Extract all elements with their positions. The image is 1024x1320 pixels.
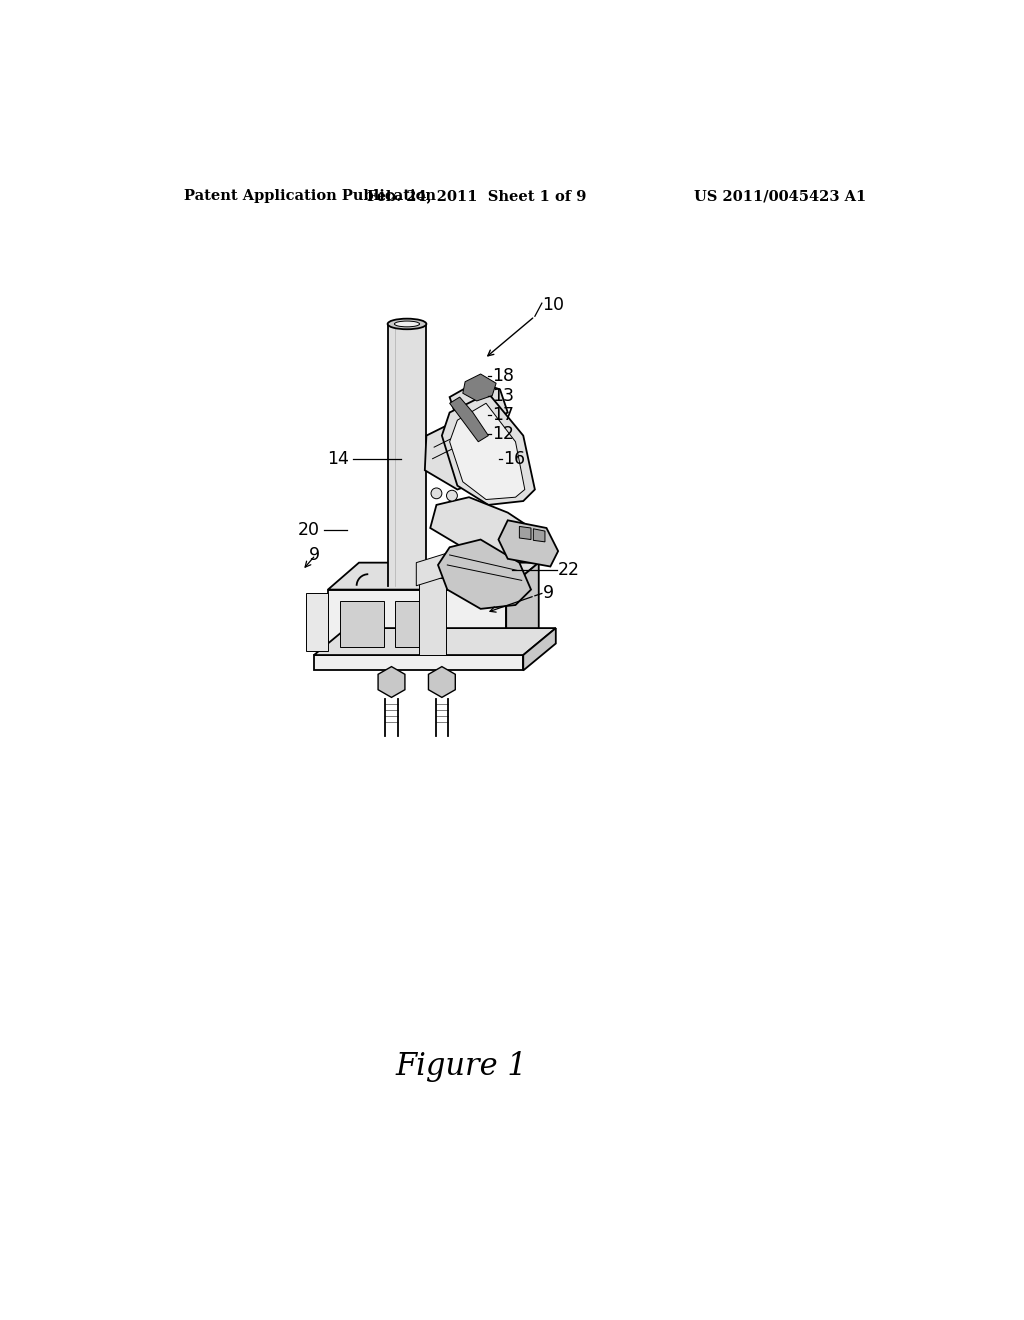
Polygon shape — [450, 381, 508, 424]
Text: 16: 16 — [503, 450, 525, 467]
Polygon shape — [534, 529, 545, 543]
Polygon shape — [428, 667, 456, 697]
Polygon shape — [378, 667, 404, 697]
Polygon shape — [306, 594, 328, 651]
Polygon shape — [419, 578, 445, 655]
Text: 9: 9 — [543, 585, 554, 602]
Text: 12: 12 — [493, 425, 514, 444]
Polygon shape — [463, 374, 496, 401]
Text: 22: 22 — [558, 561, 581, 579]
Polygon shape — [442, 393, 535, 506]
Text: 17: 17 — [493, 405, 514, 424]
Polygon shape — [506, 562, 539, 655]
Circle shape — [431, 488, 442, 499]
Polygon shape — [328, 590, 506, 655]
Text: 13: 13 — [493, 387, 514, 404]
Polygon shape — [519, 527, 531, 540]
Polygon shape — [395, 601, 438, 647]
Text: 10: 10 — [543, 296, 564, 314]
Polygon shape — [417, 552, 454, 586]
Ellipse shape — [388, 318, 426, 329]
Polygon shape — [438, 540, 531, 609]
Polygon shape — [314, 655, 523, 671]
Text: 14: 14 — [327, 450, 349, 467]
Polygon shape — [523, 628, 556, 671]
Polygon shape — [450, 404, 524, 499]
Polygon shape — [340, 601, 384, 647]
Bar — [388, 323, 426, 586]
Polygon shape — [328, 562, 539, 590]
Text: US 2011/0045423 A1: US 2011/0045423 A1 — [693, 189, 866, 203]
Polygon shape — [314, 628, 556, 655]
Text: 18: 18 — [493, 367, 514, 384]
Text: 20: 20 — [298, 520, 321, 539]
Text: Patent Application Publication: Patent Application Publication — [183, 189, 436, 203]
Polygon shape — [450, 397, 488, 442]
Polygon shape — [430, 498, 543, 558]
Ellipse shape — [394, 321, 420, 327]
Circle shape — [446, 490, 458, 502]
Text: Figure 1: Figure 1 — [395, 1052, 527, 1082]
Polygon shape — [499, 520, 558, 566]
Text: 9: 9 — [309, 546, 321, 564]
Polygon shape — [425, 420, 490, 490]
Text: Feb. 24, 2011  Sheet 1 of 9: Feb. 24, 2011 Sheet 1 of 9 — [367, 189, 587, 203]
